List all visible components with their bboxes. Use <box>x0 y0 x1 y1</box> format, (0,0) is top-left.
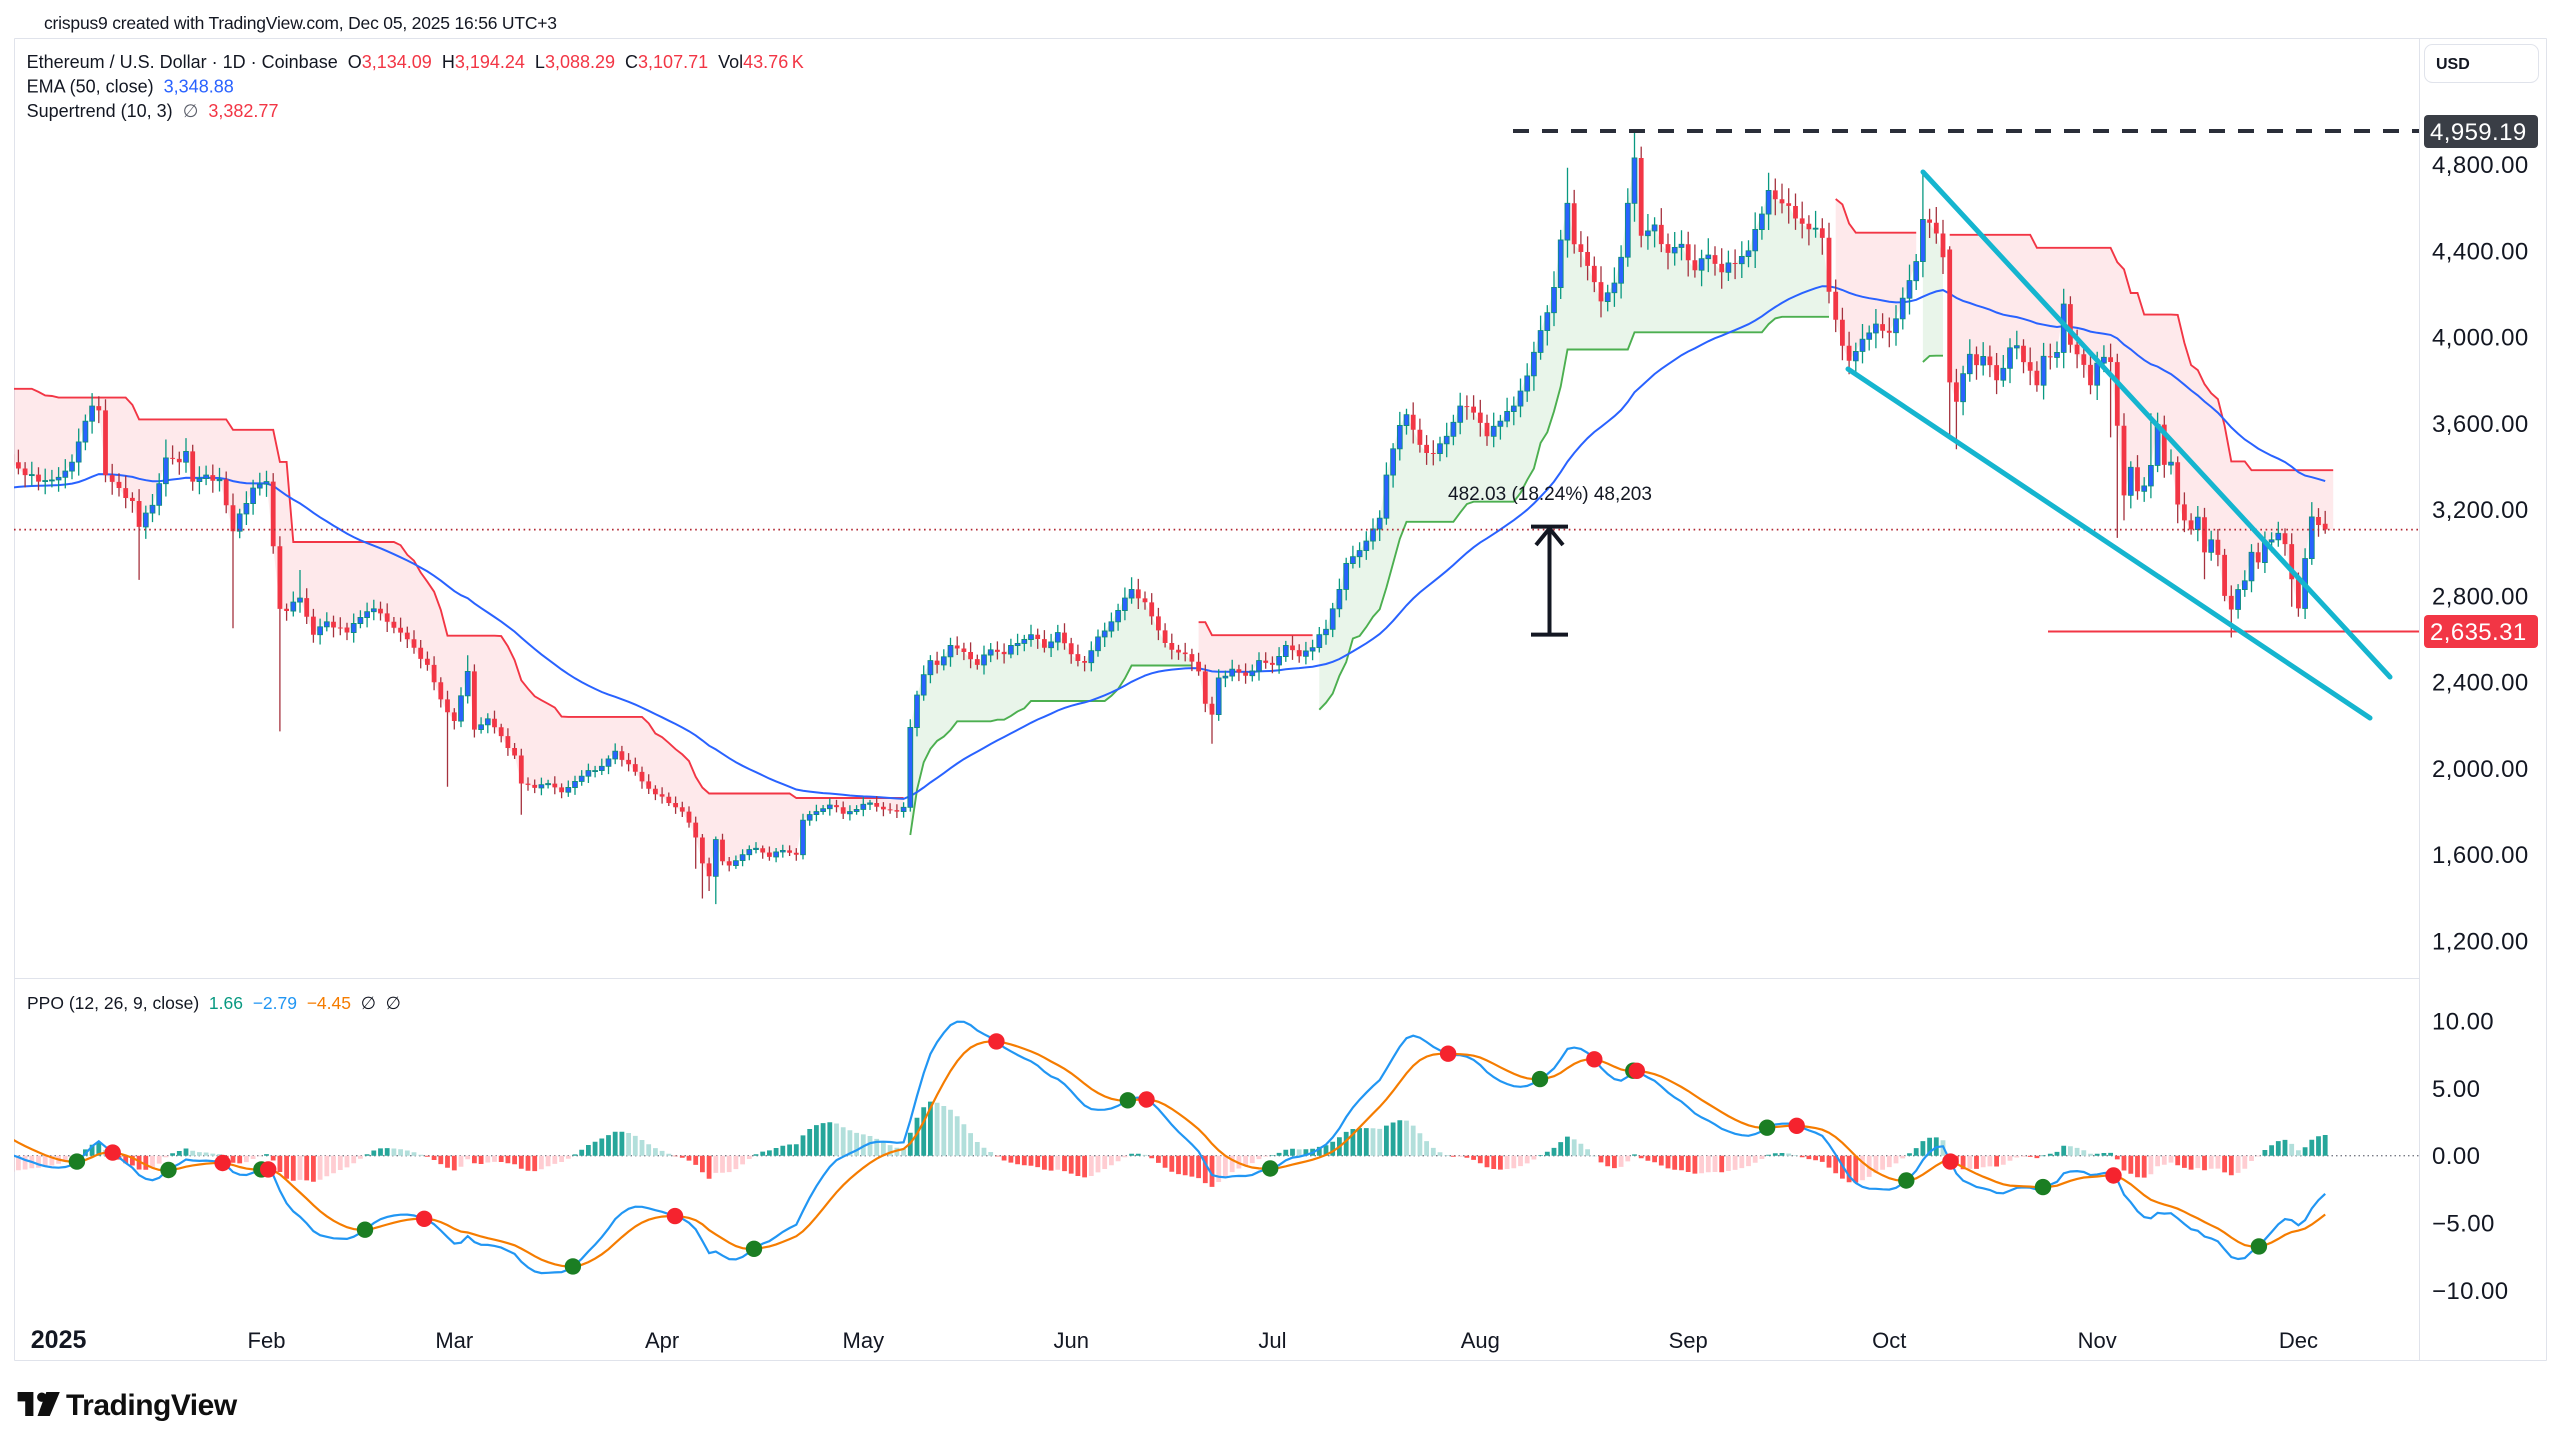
svg-text:Jun: Jun <box>1053 1328 1088 1353</box>
svg-text:EMA (50, close) 3,348.88: EMA (50, close) 3,348.88 <box>27 77 234 97</box>
svg-text:1,600.00: 1,600.00 <box>2432 842 2529 869</box>
svg-text:Jul: Jul <box>1258 1328 1286 1353</box>
svg-text:2,400.00: 2,400.00 <box>2432 670 2529 697</box>
svg-text:Apr: Apr <box>645 1328 679 1353</box>
svg-text:Dec: Dec <box>2279 1328 2318 1353</box>
svg-text:1,200.00: 1,200.00 <box>2432 929 2529 956</box>
svg-text:crispus9 created with TradingV: crispus9 created with TradingView.com, D… <box>44 13 557 33</box>
svg-text:3,200.00: 3,200.00 <box>2432 497 2529 524</box>
svg-text:Mar: Mar <box>435 1328 473 1353</box>
svg-text:2,635.31: 2,635.31 <box>2430 619 2527 646</box>
svg-text:4,000.00: 4,000.00 <box>2432 325 2529 352</box>
svg-text:Supertrend (10, 3) ∅ 3,382.7: Supertrend (10, 3) ∅ 3,382.77 <box>27 101 279 121</box>
svg-text:Sep: Sep <box>1669 1328 1708 1353</box>
svg-text:4,800.00: 4,800.00 <box>2432 152 2529 179</box>
svg-text:2,000.00: 2,000.00 <box>2432 756 2529 783</box>
svg-text:Oct: Oct <box>1872 1328 1906 1353</box>
svg-text:0.00: 0.00 <box>2432 1143 2480 1170</box>
svg-text:2025: 2025 <box>31 1326 87 1354</box>
svg-text:10.00: 10.00 <box>2432 1009 2494 1036</box>
svg-text:4,959.19: 4,959.19 <box>2430 119 2527 146</box>
svg-text:USD: USD <box>2436 56 2470 73</box>
svg-text:Nov: Nov <box>2078 1328 2117 1353</box>
svg-text:Feb: Feb <box>248 1328 286 1353</box>
svg-text:Aug: Aug <box>1461 1328 1500 1353</box>
svg-text:TradingView: TradingView <box>66 1389 238 1422</box>
svg-text:4,400.00: 4,400.00 <box>2432 238 2529 265</box>
svg-text:−10.00: −10.00 <box>2432 1278 2508 1305</box>
svg-text:PPO (12, 26, 9, close) 1.66: PPO (12, 26, 9, close) 1.66 −2.79 −4.45 … <box>27 993 401 1013</box>
svg-text:−5.00: −5.00 <box>2432 1211 2495 1238</box>
svg-text:482.03 (18.24%) 48,203: 482.03 (18.24%) 48,203 <box>1448 484 1652 505</box>
svg-text:Ethereum / U.S. Dollar · 1D ·: Ethereum / U.S. Dollar · 1D · Coinbase O… <box>27 52 804 72</box>
svg-text:3,600.00: 3,600.00 <box>2432 411 2529 438</box>
svg-text:2,800.00: 2,800.00 <box>2432 583 2529 610</box>
svg-text:5.00: 5.00 <box>2432 1076 2480 1103</box>
svg-text:May: May <box>843 1328 885 1353</box>
